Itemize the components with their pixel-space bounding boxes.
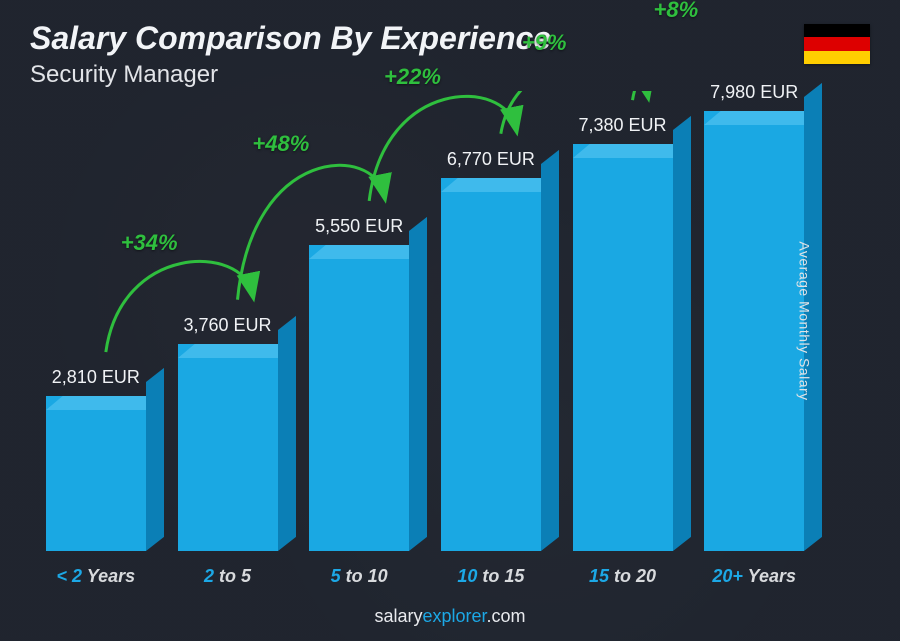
flag-stripe <box>804 37 870 50</box>
bar-column: 6,770 EUR10 to 15 <box>431 149 551 551</box>
growth-percentage-label: +48% <box>252 131 309 157</box>
bar-value-label: 2,810 EUR <box>52 367 140 388</box>
country-flag-germany <box>804 24 870 64</box>
x-label-prefix: 15 <box>589 566 609 586</box>
bar <box>573 144 673 551</box>
growth-percentage-label: +8% <box>654 0 699 23</box>
page-subtitle: Security Manager <box>30 61 551 89</box>
x-label-suffix: Years <box>743 566 796 586</box>
brand-accent: explorer <box>422 606 486 626</box>
bar-value-label: 6,770 EUR <box>447 149 535 170</box>
bar <box>309 245 409 551</box>
x-label-suffix: to 5 <box>214 566 251 586</box>
x-label-prefix: 10 <box>457 566 477 586</box>
y-axis-label: Average Monthly Salary <box>796 241 812 400</box>
x-axis-label: 10 to 15 <box>457 566 524 587</box>
bar-column: 3,760 EUR2 to 5 <box>168 315 288 551</box>
bar-top-face <box>178 344 295 358</box>
x-label-prefix: 5 <box>331 566 341 586</box>
page-title: Salary Comparison By Experience <box>30 20 551 57</box>
bar-value-label: 7,980 EUR <box>710 82 798 103</box>
x-label-suffix: to 10 <box>341 566 388 586</box>
x-label-suffix: to 20 <box>609 566 656 586</box>
header: Salary Comparison By Experience Security… <box>30 20 551 89</box>
bar-top-face <box>46 396 163 410</box>
bar-value-label: 5,550 EUR <box>315 216 403 237</box>
x-label-suffix: Years <box>82 566 135 586</box>
x-label-suffix: to 15 <box>477 566 524 586</box>
flag-stripe <box>804 24 870 37</box>
x-label-prefix: 2 <box>204 566 214 586</box>
bar-side-face <box>673 116 691 551</box>
bar-side-face <box>278 316 296 551</box>
bar-front-face <box>573 144 673 551</box>
x-label-prefix: < 2 <box>57 566 83 586</box>
bar-column: 5,550 EUR5 to 10 <box>299 216 419 551</box>
bar-side-face <box>146 368 164 551</box>
x-axis-label: 2 to 5 <box>204 566 251 587</box>
x-label-prefix: 20+ <box>712 566 743 586</box>
brand-text: salary <box>374 606 422 626</box>
bar <box>178 344 278 551</box>
growth-percentage-label: +9% <box>522 30 567 56</box>
bar-value-label: 3,760 EUR <box>183 315 271 336</box>
bar-front-face <box>704 111 804 551</box>
bar-front-face <box>46 396 146 551</box>
bar-front-face <box>178 344 278 551</box>
bar-top-face <box>573 144 690 158</box>
bar <box>704 111 804 551</box>
brand-suffix: .com <box>487 606 526 626</box>
flag-stripe <box>804 51 870 64</box>
bar <box>46 396 146 551</box>
bar-column: 2,810 EUR< 2 Years <box>36 367 156 551</box>
bar-front-face <box>441 178 541 551</box>
x-axis-label: 15 to 20 <box>589 566 656 587</box>
x-axis-label: 20+ Years <box>712 566 796 587</box>
bar-value-label: 7,380 EUR <box>578 115 666 136</box>
x-axis-label: 5 to 10 <box>331 566 388 587</box>
bar <box>441 178 541 551</box>
bar-front-face <box>309 245 409 551</box>
bar-column: 7,380 EUR15 to 20 <box>563 115 683 551</box>
growth-percentage-label: +22% <box>384 64 441 90</box>
bar-side-face <box>409 217 427 551</box>
x-axis-label: < 2 Years <box>57 566 136 587</box>
growth-percentage-label: +34% <box>121 230 178 256</box>
bar-chart: 2,810 EUR< 2 Years3,760 EUR2 to 55,550 E… <box>30 111 820 551</box>
footer-brand: salaryexplorer.com <box>0 606 900 627</box>
bar-side-face <box>541 150 559 551</box>
